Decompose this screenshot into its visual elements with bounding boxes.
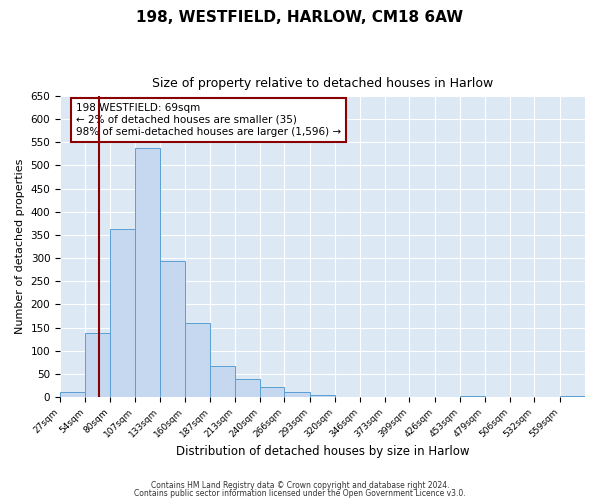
Title: Size of property relative to detached houses in Harlow: Size of property relative to detached ho…: [152, 78, 493, 90]
Bar: [135, 148, 160, 397]
Bar: [60, 392, 85, 397]
Text: Contains HM Land Registry data © Crown copyright and database right 2024.: Contains HM Land Registry data © Crown c…: [151, 481, 449, 490]
Text: 198 WESTFIELD: 69sqm
← 2% of detached houses are smaller (35)
98% of semi-detach: 198 WESTFIELD: 69sqm ← 2% of detached ho…: [76, 104, 341, 136]
Bar: [235, 378, 260, 397]
Bar: [284, 392, 310, 397]
Bar: [110, 230, 135, 397]
Bar: [160, 262, 185, 397]
Text: Contains public sector information licensed under the Open Government Licence v3: Contains public sector information licen…: [134, 488, 466, 498]
Bar: [560, 396, 585, 397]
Bar: [460, 396, 485, 397]
Text: 198, WESTFIELD, HARLOW, CM18 6AW: 198, WESTFIELD, HARLOW, CM18 6AW: [136, 10, 464, 25]
Bar: [185, 323, 210, 397]
Bar: [85, 333, 110, 397]
X-axis label: Distribution of detached houses by size in Harlow: Distribution of detached houses by size …: [176, 444, 469, 458]
Bar: [210, 366, 235, 397]
Bar: [260, 387, 284, 397]
Y-axis label: Number of detached properties: Number of detached properties: [15, 159, 25, 334]
Bar: [310, 395, 335, 397]
